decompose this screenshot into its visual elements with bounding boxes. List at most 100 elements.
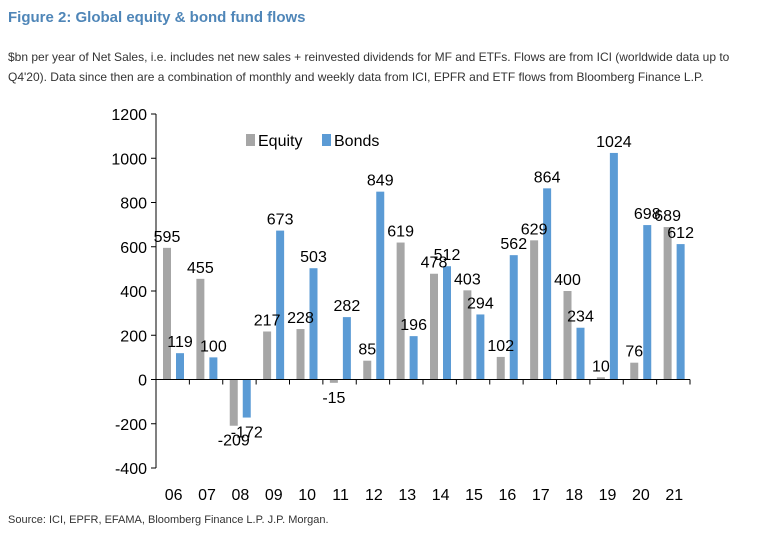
- equity-data-label: 85: [358, 342, 376, 359]
- equity-data-label: 478: [421, 255, 448, 272]
- bonds-data-label: 282: [334, 298, 361, 315]
- equity-data-label: -15: [322, 390, 345, 407]
- chart-title: Figure 2: Global equity & bond fund flow…: [8, 9, 306, 26]
- equity-bar: [563, 291, 572, 380]
- equity-bar: [229, 379, 238, 426]
- equity-data-label: 10: [592, 358, 610, 375]
- equity-data-label: 403: [454, 271, 481, 288]
- bonds-data-label: 849: [367, 173, 394, 190]
- bonds-bar: [609, 152, 618, 380]
- x-tick-label: 21: [665, 487, 683, 504]
- x-tick-label: 08: [232, 487, 250, 504]
- x-tick-label: 15: [465, 487, 483, 504]
- bonds-data-label: 562: [500, 236, 527, 253]
- chart-legend: Equity Bonds: [246, 133, 379, 150]
- equity-bar: [396, 242, 405, 380]
- y-tick-label: 0: [138, 373, 147, 390]
- equity-bar: [496, 356, 505, 380]
- y-tick-label: 1000: [111, 151, 147, 168]
- x-tick-label: 14: [432, 487, 450, 504]
- x-tick-label: 18: [565, 487, 583, 504]
- bonds-bar: [276, 230, 285, 380]
- y-tick-label: -200: [115, 417, 147, 434]
- bonds-data-label: 100: [200, 338, 227, 355]
- bonds-bar: [509, 255, 518, 380]
- bonds-data-label: 673: [267, 212, 294, 229]
- equity-data-label: 102: [487, 338, 514, 355]
- bonds-bar: [443, 266, 451, 380]
- equity-data-label: 629: [521, 221, 548, 238]
- bonds-data-label: 612: [667, 225, 694, 242]
- equity-bar: [263, 331, 272, 380]
- bonds-bar: [209, 357, 218, 380]
- equity-bar: [463, 290, 472, 380]
- bonds-bar: [409, 336, 418, 380]
- bonds-data-label: 294: [467, 295, 494, 312]
- bonds-bar: [543, 188, 552, 380]
- bonds-data-label: 196: [400, 317, 427, 334]
- equity-data-label: 619: [387, 224, 414, 241]
- chart-source: Source: ICI, EPFR, EFAMA, Bloomberg Fina…: [8, 514, 329, 526]
- axes-layer: -400 -200 0 200 400 600 800 1000 1200 06 07 08 09 10 1…: [111, 107, 691, 504]
- equity-data-label: 595: [154, 229, 181, 246]
- bonds-bar: [576, 327, 585, 380]
- equity-data-label: 76: [625, 344, 643, 361]
- chart-subtitle: $bn per year of Net Sales, i.e. includes…: [8, 50, 730, 84]
- equity-bar: [663, 227, 672, 380]
- x-tick-label: 17: [532, 487, 550, 504]
- y-tick-label: 800: [120, 196, 147, 213]
- y-tick-label: 200: [120, 328, 147, 345]
- equity-bar: [530, 240, 539, 380]
- x-tick-label: 07: [198, 487, 216, 504]
- bars-layer: [163, 152, 685, 426]
- x-tick-label: 13: [398, 487, 416, 504]
- equity-data-label: 455: [187, 260, 214, 277]
- equity-bar: [363, 360, 372, 380]
- bonds-data-label: 503: [300, 249, 327, 266]
- equity-bar: [296, 329, 305, 380]
- x-tick-label: 09: [265, 487, 283, 504]
- x-tick-label: 20: [632, 487, 650, 504]
- equity-data-label: 228: [287, 310, 314, 327]
- equity-bar: [430, 273, 438, 380]
- bonds-data-label: 234: [567, 309, 594, 326]
- y-tick-label: -400: [115, 461, 147, 478]
- bonds-bar: [342, 317, 351, 380]
- bonds-bar: [309, 268, 318, 380]
- legend-label-equity: Equity: [258, 133, 302, 150]
- x-tick-label: 12: [365, 487, 383, 504]
- legend-swatch-equity: [246, 134, 255, 146]
- bonds-bar: [176, 353, 184, 380]
- bonds-bar: [242, 379, 251, 418]
- x-tick-label: 11: [332, 487, 349, 504]
- legend-swatch-bonds: [322, 134, 331, 146]
- legend-label-bonds: Bonds: [334, 133, 379, 150]
- equity-data-label: 689: [654, 208, 681, 225]
- y-tick-label: 600: [120, 240, 147, 257]
- y-tick-label: 1200: [111, 107, 147, 124]
- bonds-bar: [476, 314, 485, 380]
- y-tick-label: 400: [120, 284, 147, 301]
- equity-data-label: -209: [218, 433, 250, 450]
- bonds-data-label: 1024: [596, 134, 632, 151]
- bonds-bar: [376, 191, 385, 380]
- bonds-bar: [643, 225, 652, 380]
- bonds-data-label: 512: [434, 247, 461, 264]
- equity-data-label: 217: [254, 312, 281, 329]
- equity-bar: [630, 362, 639, 380]
- bonds-data-label: 119: [167, 334, 193, 351]
- equity-bar: [163, 247, 171, 380]
- x-tick-label: 10: [298, 487, 316, 504]
- equity-bar: [596, 377, 605, 380]
- equity-bar: [329, 379, 338, 383]
- equity-bar: [196, 278, 205, 380]
- x-tick-label: 19: [599, 487, 617, 504]
- data-labels-layer: 595 455 -209 217 228 -15 85 619 478 403 102 629 400 1…: [154, 134, 694, 450]
- equity-data-label: 400: [554, 272, 581, 289]
- x-tick-label: 06: [165, 487, 183, 504]
- bonds-data-label: 864: [534, 169, 561, 186]
- bonds-data-label: -172: [231, 425, 263, 442]
- bonds-data-label: 698: [634, 206, 661, 223]
- bonds-bar: [676, 244, 685, 380]
